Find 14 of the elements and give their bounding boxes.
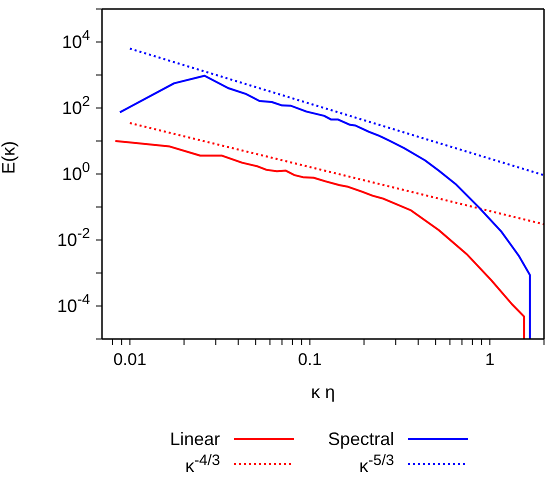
x-tick-label: 1 xyxy=(485,350,495,369)
y-tick-label: 10$^{2}$ xyxy=(62,94,90,118)
y-tick-label: 10$^{0}$ xyxy=(62,160,90,184)
y-tick-label: 10$^{-4}$ xyxy=(57,292,90,316)
x-tick-label: 0.1 xyxy=(298,350,322,369)
y-tick-label: 10$^{-2}$ xyxy=(57,226,90,250)
legend-label: κ$^{-4/3}$ xyxy=(184,451,220,477)
legend-label: Spectral xyxy=(328,428,394,450)
legend-label: κ$^{-5/3}$ xyxy=(358,451,394,477)
legend-label: Linear xyxy=(170,428,220,450)
y-axis-title: E(κ) xyxy=(0,141,18,174)
y-tick-label: 10$^{4}$ xyxy=(62,28,90,52)
x-tick-label: 0.01 xyxy=(113,350,146,369)
x-axis-title: κ η xyxy=(310,382,336,402)
